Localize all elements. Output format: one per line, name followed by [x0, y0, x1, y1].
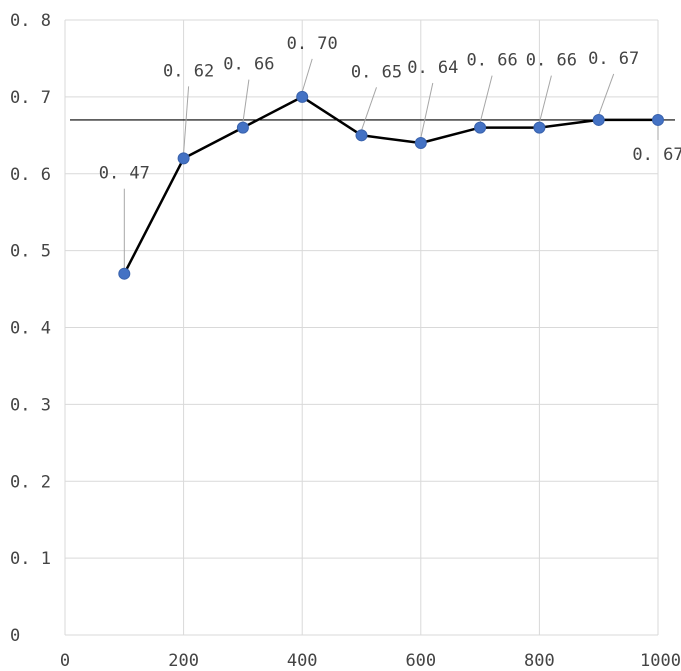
data-point: [296, 90, 309, 103]
y-tick-label: 0. 5: [10, 242, 51, 262]
y-tick-label: 0. 3: [10, 395, 51, 415]
data-point: [533, 121, 546, 134]
data-label: 0. 66: [467, 51, 518, 71]
x-tick-label: 600: [405, 651, 436, 671]
data-label-leader: [420, 82, 434, 139]
y-tick-label: 0. 1: [10, 549, 51, 569]
data-label: 0. 66: [223, 55, 274, 75]
y-tick-label: 0. 7: [10, 88, 51, 108]
data-point: [414, 137, 427, 149]
data-point: [118, 267, 131, 280]
data-point: [474, 121, 487, 134]
series-layer: [123, 95, 658, 275]
data-label: 0. 67: [588, 49, 639, 69]
x-tick-label: 800: [524, 651, 555, 671]
data-point: [355, 129, 368, 142]
data-label: 0. 65: [351, 62, 402, 82]
data-label-leader: [183, 86, 190, 154]
data-label-leader: [242, 79, 250, 123]
data-label-leader: [479, 75, 493, 123]
y-tick-label: 0. 2: [10, 472, 51, 492]
data-label: 0. 66: [526, 51, 577, 71]
data-point: [592, 113, 605, 126]
gridlines: [64, 19, 659, 636]
data-label-leader: [538, 75, 552, 123]
x-tick-label: 200: [168, 651, 199, 671]
x-tick-label: 400: [287, 651, 318, 671]
x-tick-label: 0: [60, 651, 70, 671]
data-label-leader: [361, 87, 377, 131]
data-label: 0. 70: [287, 34, 338, 54]
x-tick-label: 1000: [640, 651, 681, 671]
data-label: 0. 67: [632, 145, 681, 165]
data-label: 0. 62: [163, 61, 214, 81]
y-tick-label: 0. 6: [10, 165, 51, 185]
y-tick-label: 0: [10, 626, 20, 646]
data-point: [652, 113, 664, 126]
y-tick-label: 0. 8: [10, 11, 51, 31]
data-point: [177, 152, 190, 165]
y-tick-label: 0. 4: [10, 319, 51, 339]
data-label-layer: 0. 47 0. 62 0. 66 0. 70 0. 65 0. 64 0. 66 0. 66…: [99, 34, 681, 184]
series-line: [123, 95, 658, 275]
marker-layer: [118, 90, 664, 280]
label-leader-layer: [123, 58, 659, 269]
data-label-leader: [598, 73, 615, 116]
data-label: 0. 64: [407, 58, 458, 78]
data-point: [236, 121, 249, 134]
data-label: 0. 47: [99, 164, 150, 184]
axis-tick-labels: 0 0. 1 0. 2 0. 3 0. 4 0. 5 0. 6 0. 7 0. 8 0 200 400…: [10, 11, 681, 671]
data-label-leader: [301, 58, 313, 93]
